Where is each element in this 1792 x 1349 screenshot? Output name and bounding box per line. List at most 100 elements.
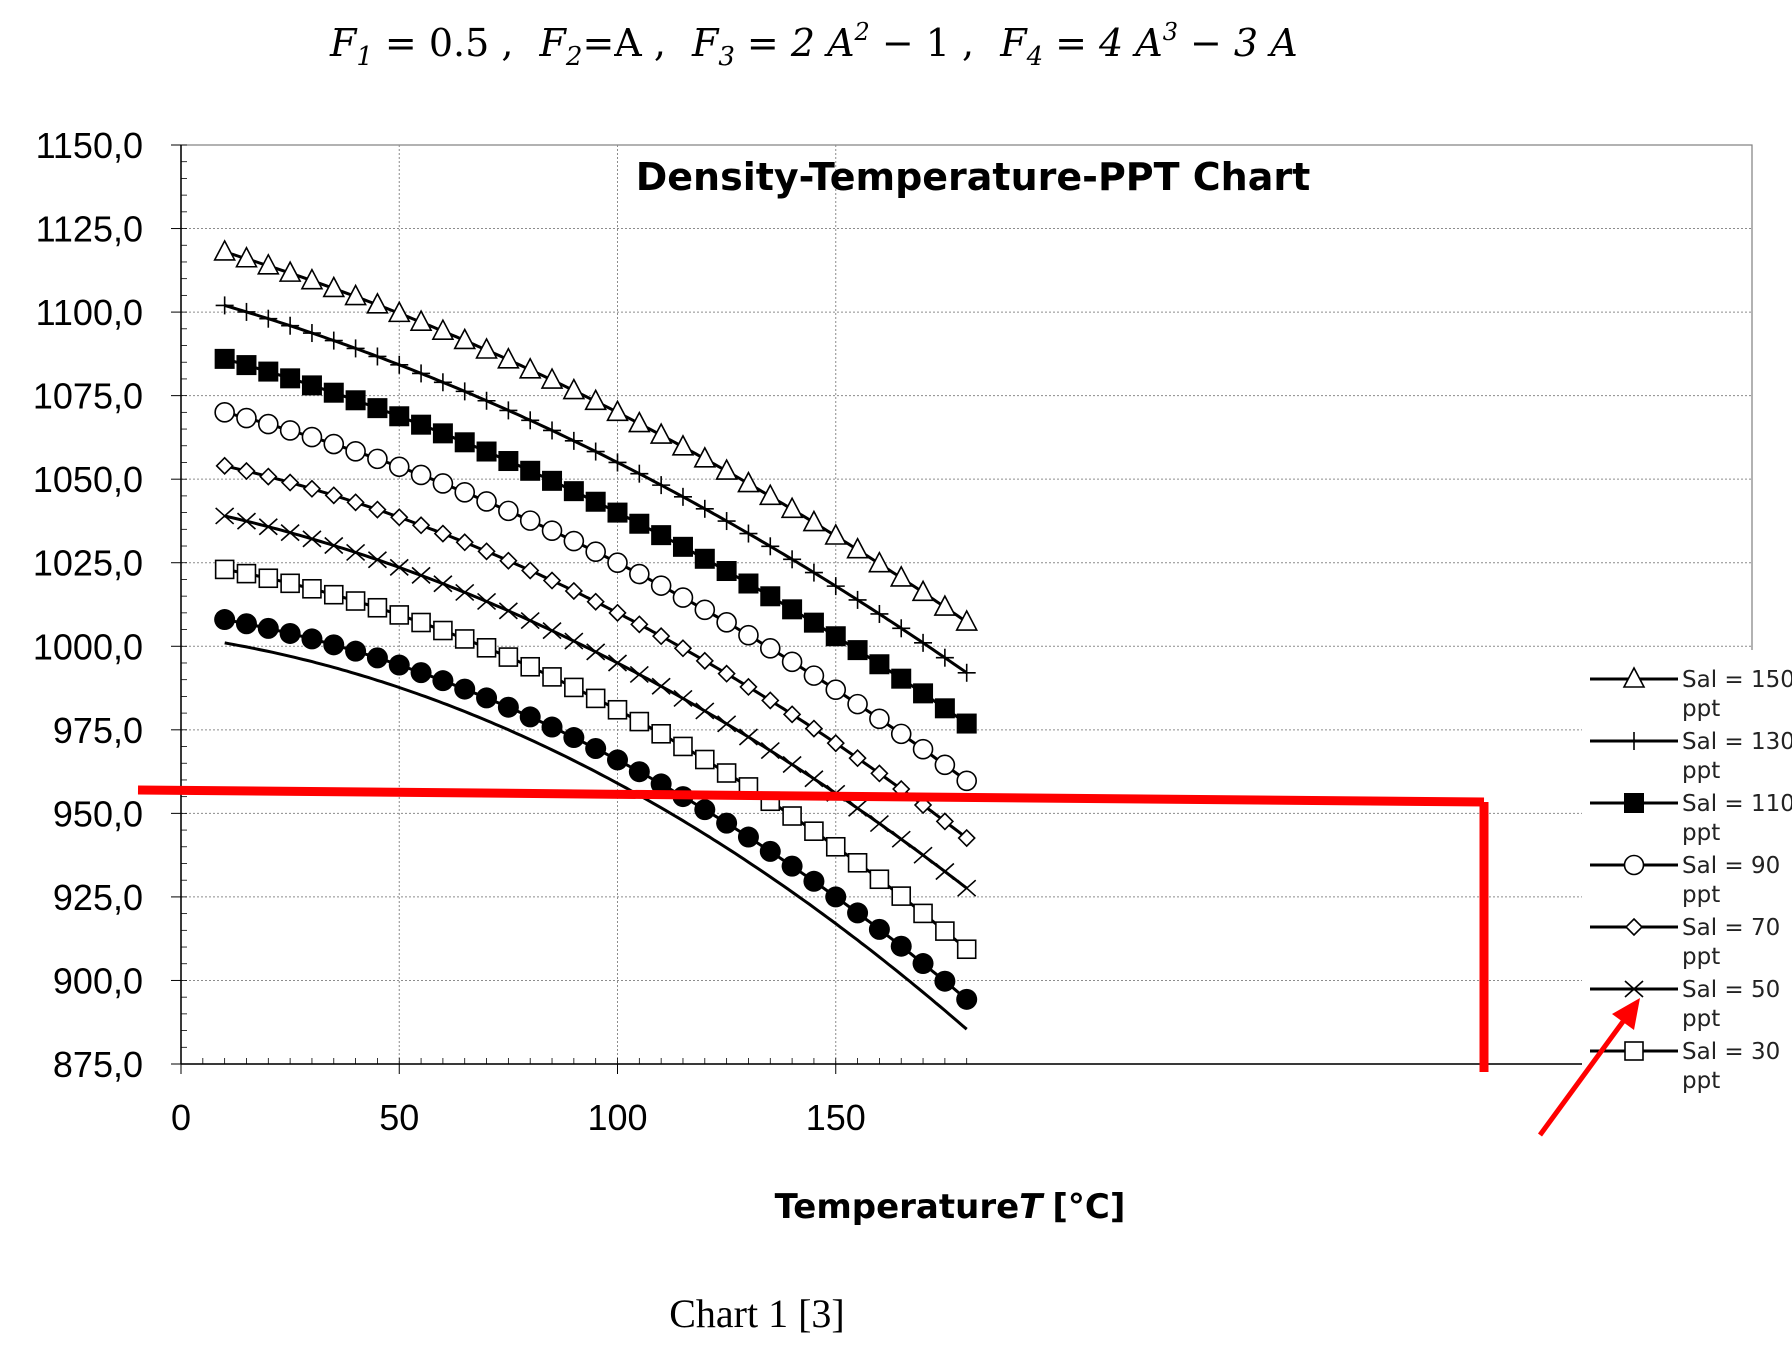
data-point xyxy=(847,902,869,924)
data-point xyxy=(627,410,651,433)
data-point xyxy=(258,568,279,589)
data-point xyxy=(236,563,257,584)
data-point xyxy=(956,939,977,960)
legend-entry: Sal = 130 ppt xyxy=(1590,729,1792,784)
data-point xyxy=(302,479,322,498)
data-point xyxy=(476,687,498,709)
formula-f4-sup: 3 xyxy=(1163,18,1178,46)
red-horizontal-reading-line xyxy=(137,785,1485,807)
data-point xyxy=(847,640,868,661)
data-point xyxy=(957,879,977,897)
red-arrow-head xyxy=(1612,998,1640,1030)
formula-f4-rhs: = 4 A xyxy=(1055,21,1163,65)
data-point xyxy=(236,355,257,376)
data-point xyxy=(322,275,346,298)
y-tick-label: 975,0 xyxy=(53,710,143,751)
data-point xyxy=(366,647,388,669)
y-tick-label: 1100,0 xyxy=(36,292,143,333)
data-point xyxy=(890,723,912,745)
data-point xyxy=(868,550,891,573)
data-point xyxy=(453,327,477,350)
legend-label: Sal = 30 xyxy=(1682,1039,1780,1065)
data-point xyxy=(214,609,236,631)
data-point xyxy=(498,451,519,472)
data-point xyxy=(913,683,934,704)
data-point xyxy=(738,573,759,594)
data-point xyxy=(826,734,845,753)
data-point xyxy=(280,368,301,389)
data-point xyxy=(432,473,454,494)
data-point xyxy=(281,316,300,335)
data-point xyxy=(585,541,606,563)
data-point xyxy=(390,508,409,527)
data-point xyxy=(957,663,976,682)
data-point xyxy=(410,662,432,684)
data-point xyxy=(781,651,803,673)
data-point xyxy=(433,620,453,641)
data-point xyxy=(825,886,847,908)
data-point xyxy=(868,918,890,940)
data-point xyxy=(323,584,344,605)
data-point xyxy=(651,677,671,695)
data-point xyxy=(694,599,716,621)
data-point xyxy=(367,551,387,569)
data-point xyxy=(673,639,693,658)
data-point xyxy=(499,551,518,570)
data-point xyxy=(542,470,563,491)
data-point xyxy=(214,348,235,369)
data-point xyxy=(870,604,889,623)
formula-f3: F xyxy=(691,21,720,65)
data-point xyxy=(475,337,498,359)
data-point xyxy=(782,806,802,826)
formula-f3-sub: 3 xyxy=(718,42,735,72)
data-point xyxy=(804,563,823,582)
data-point xyxy=(955,609,979,631)
data-point xyxy=(934,698,955,719)
data-point xyxy=(586,592,605,611)
data-point xyxy=(409,309,433,331)
formula-f1-sub: 1 xyxy=(356,42,373,72)
data-point xyxy=(672,536,693,557)
data-point xyxy=(279,420,301,441)
data-point xyxy=(301,628,323,650)
data-point xyxy=(324,536,344,555)
data-point xyxy=(935,862,955,881)
data-point xyxy=(412,364,431,383)
data-point xyxy=(848,590,867,609)
data-point xyxy=(912,953,934,975)
data-point xyxy=(301,426,323,448)
data-point xyxy=(455,533,474,552)
data-point xyxy=(433,524,453,543)
formula-f3-rhs: = 2 A xyxy=(747,21,855,65)
data-point xyxy=(629,513,650,534)
data-point xyxy=(236,512,257,530)
data-point xyxy=(540,367,564,389)
data-point xyxy=(541,716,563,738)
data-point xyxy=(759,638,781,659)
data-point xyxy=(782,705,802,724)
legend-marker xyxy=(1625,732,1643,750)
data-point xyxy=(410,464,432,486)
data-point xyxy=(367,398,388,419)
data-point xyxy=(739,524,758,543)
data-point xyxy=(433,373,452,392)
y-tick-label: 1000,0 xyxy=(33,626,143,667)
data-point xyxy=(454,432,475,453)
data-point xyxy=(301,375,322,396)
data-point xyxy=(607,552,628,574)
data-point xyxy=(673,487,692,506)
data-point xyxy=(389,558,409,576)
data-point xyxy=(804,770,824,788)
data-point xyxy=(825,836,846,857)
formula-f2: F xyxy=(539,21,568,65)
data-point xyxy=(673,689,693,708)
legend-label-unit: ppt xyxy=(1682,820,1720,846)
legend-label-unit: ppt xyxy=(1682,944,1720,970)
data-point xyxy=(586,442,605,461)
data-point xyxy=(629,563,650,585)
data-point xyxy=(345,591,366,611)
data-point xyxy=(892,619,911,638)
data-point xyxy=(870,764,889,783)
data-point xyxy=(455,382,474,401)
data-point xyxy=(280,473,300,492)
